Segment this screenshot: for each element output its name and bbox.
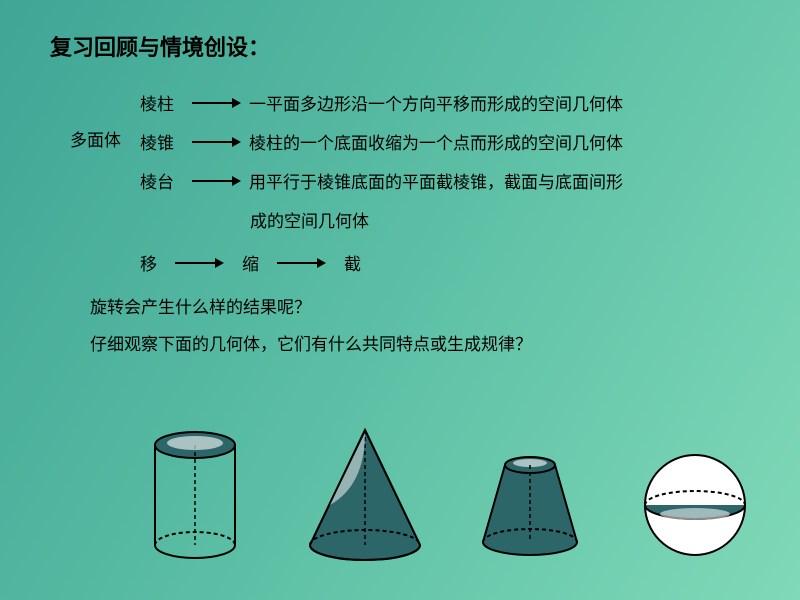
seq-2: 缩 [242,250,259,275]
slide-title: 复习回顾与情境创设： [50,30,750,62]
shapes-area [0,420,800,580]
term-2: 棱锥 [140,129,184,154]
category-label: 多面体 [70,126,121,151]
def-text-3: 用平行于棱锥底面的平面截棱锥，截面与底面间形 [249,168,623,193]
def-text-1: 一平面多边形沿一个方向平移而形成的空间几何体 [249,90,623,115]
def-row-3: 棱台 用平行于棱锥底面的平面截棱锥，截面与底面间形 [140,168,750,193]
arrow-icon [277,258,326,268]
question-2: 仔细观察下面的几何体，它们有什么共同特点或生成规律？ [90,330,750,355]
arrow-icon [192,98,241,108]
def-row-2: 棱锥 棱柱的一个底面收缩为一个点而形成的空间几何体 [140,129,750,154]
frustum-shape [475,450,585,560]
definitions: 多面体 棱柱 一平面多边形沿一个方向平移而形成的空间几何体 棱锥 棱柱的一个底面… [70,90,750,232]
def-row-1: 棱柱 一平面多边形沿一个方向平移而形成的空间几何体 [140,90,750,115]
sequence: 移 缩 截 [130,250,750,275]
question-1: 旋转会产生什么样的结果呢？ [90,293,750,318]
def-text-2: 棱柱的一个底面收缩为一个点而形成的空间几何体 [249,129,623,154]
cylinder-shape [150,430,240,560]
seq-3: 截 [344,250,361,275]
sphere-shape [640,450,750,560]
def-text-3-cont: 成的空间几何体 [250,207,750,232]
seq-1: 移 [140,250,157,275]
arrow-icon [192,137,241,147]
arrow-icon [192,176,241,186]
arrow-icon [175,258,224,268]
term-3: 棱台 [140,168,184,193]
cone-shape [300,425,430,565]
term-1: 棱柱 [140,90,184,115]
